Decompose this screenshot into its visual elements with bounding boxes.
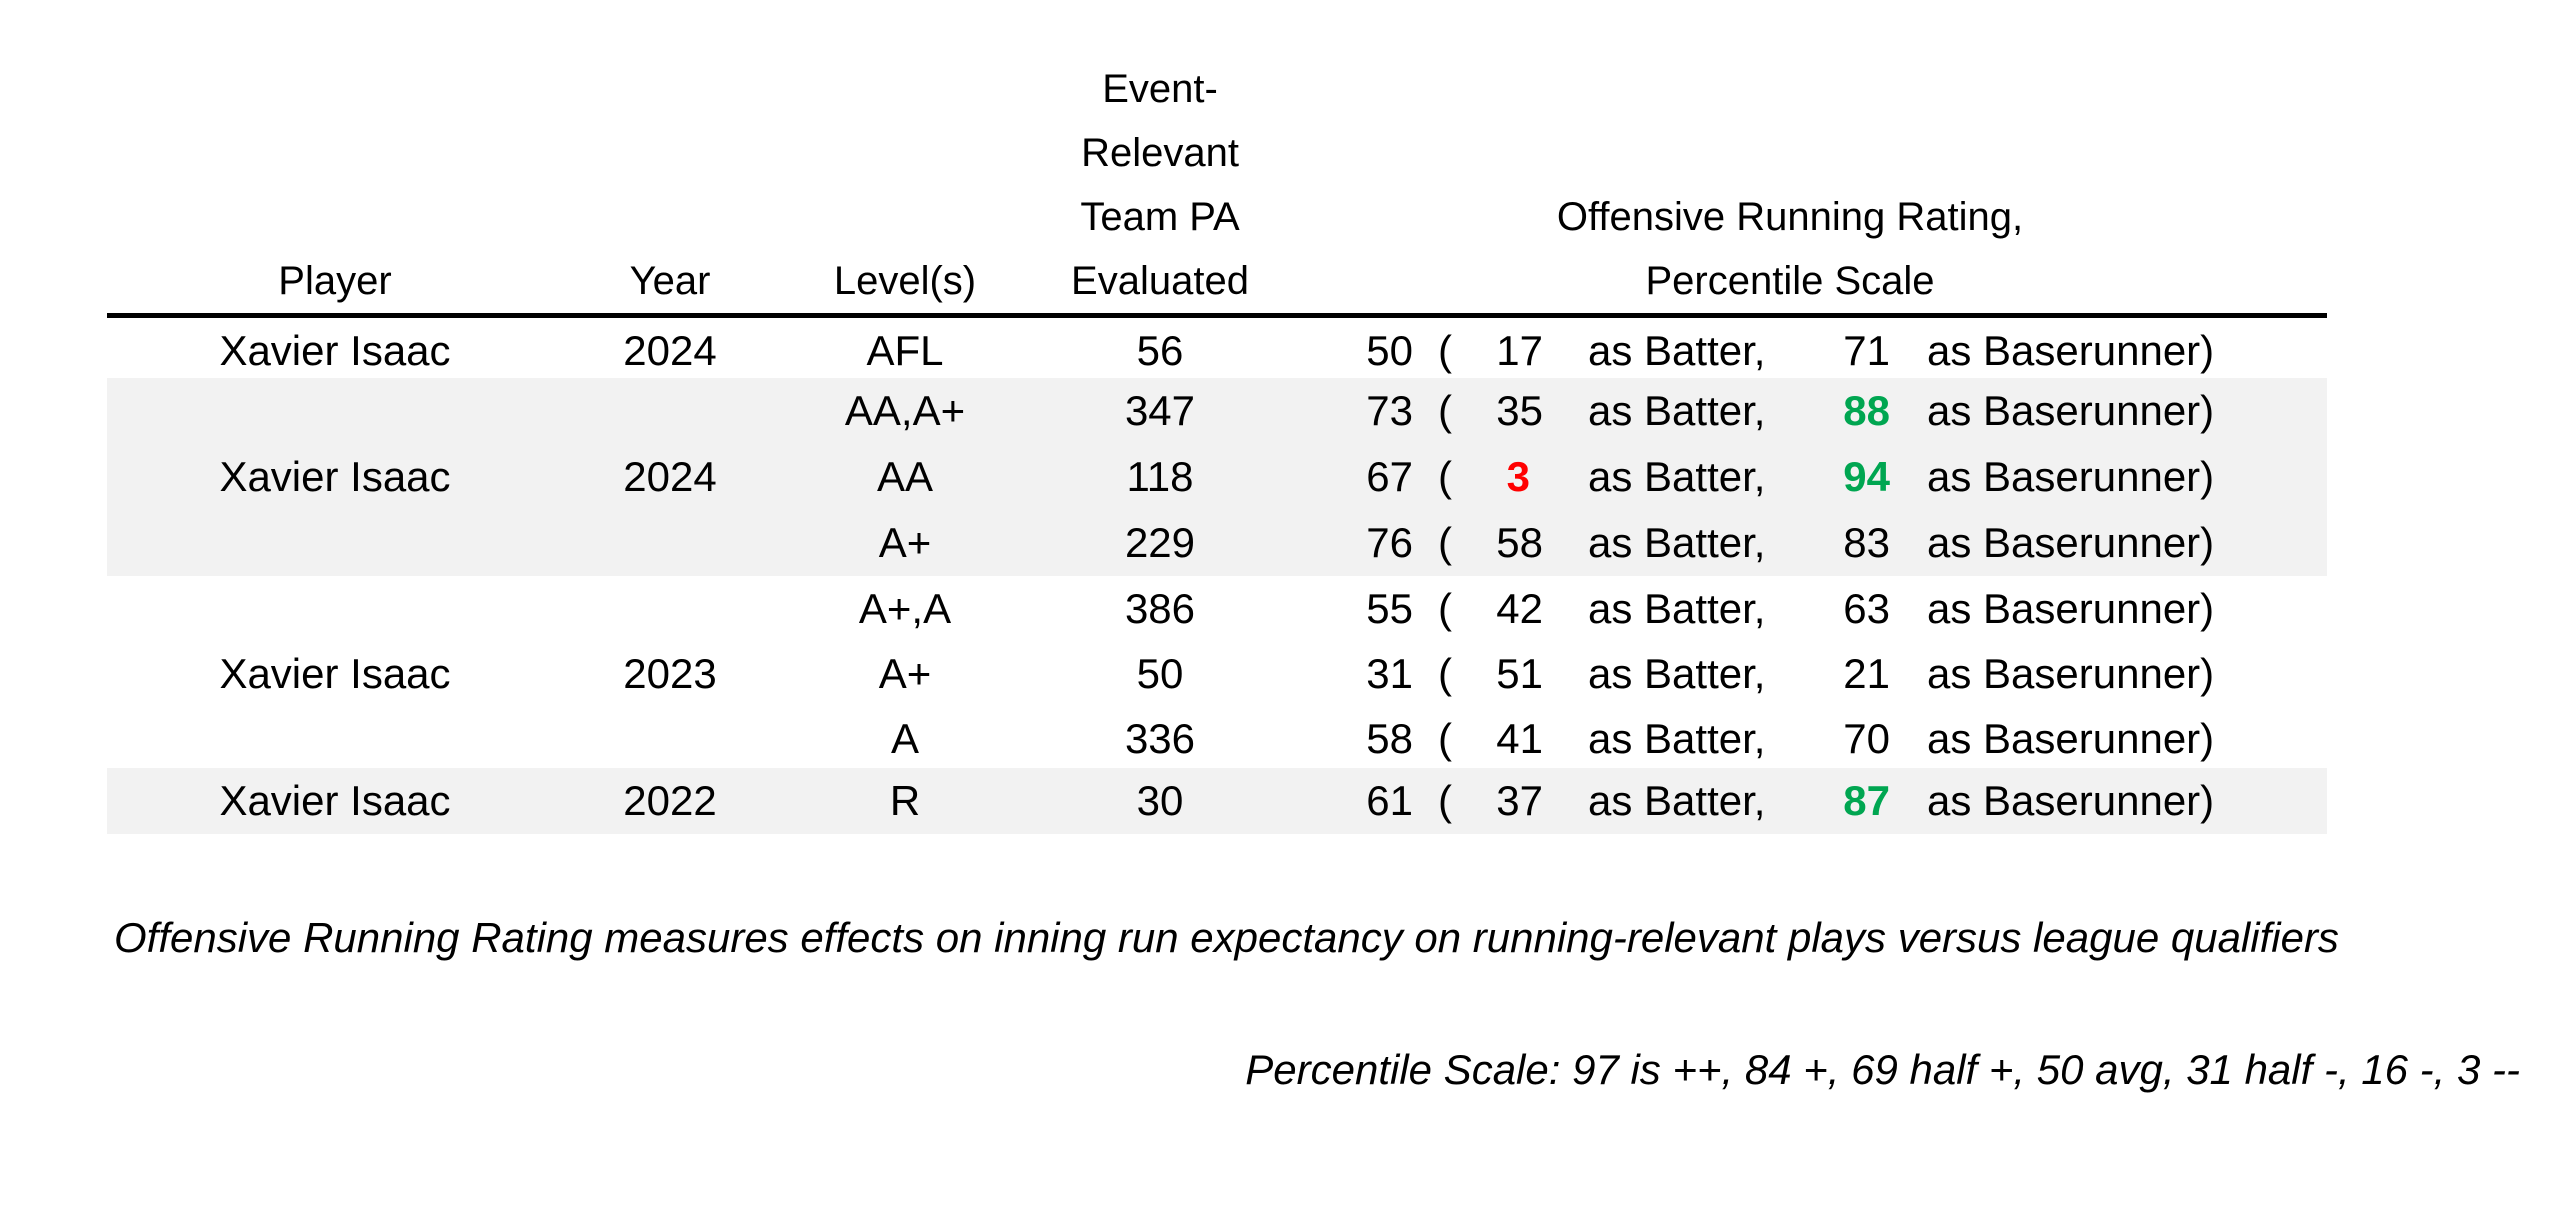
rating-cell: 31 (1366, 650, 1413, 697)
player-name: Xavier Isaac (219, 453, 451, 500)
open-paren: ( (1438, 715, 1452, 762)
header-player: Player (278, 259, 392, 303)
open-paren: ( (1438, 519, 1452, 566)
level-cell: AA (876, 453, 934, 500)
open-paren: ( (1438, 777, 1452, 824)
pa-cell: 386 (1124, 585, 1196, 632)
baserunner-percentile: 21 (1843, 650, 1890, 697)
header-orr-line1: Offensive Running Rating, (1556, 195, 2024, 239)
pa-cell: 229 (1124, 519, 1196, 566)
baserunner-label: as Baserunner) (1927, 519, 2215, 566)
header-pa-line4: Evaluated (1071, 259, 1249, 303)
batter-percentile: 41 (1496, 715, 1543, 762)
baserunner-percentile-high: 87 (1843, 777, 1890, 824)
player-year: 2024 (623, 453, 717, 500)
rating-cell: 61 (1366, 777, 1413, 824)
row-band-group-4 (107, 768, 2327, 834)
baserunner-percentile: 71 (1843, 327, 1890, 374)
open-paren: ( (1438, 387, 1452, 434)
batter-label: as Batter, (1588, 650, 1766, 697)
open-paren: ( (1438, 453, 1452, 500)
baserunner-label: as Baserunner) (1927, 453, 2215, 500)
player-name: Xavier Isaac (219, 327, 451, 374)
level-cell: A+ (878, 519, 932, 566)
baserunner-percentile: 63 (1843, 585, 1890, 632)
header-rule (107, 313, 2327, 318)
level-cell: AFL (866, 327, 944, 374)
level-cell: AA,A+ (844, 387, 966, 434)
open-paren: ( (1438, 650, 1452, 697)
batter-label: as Batter, (1588, 387, 1766, 434)
player-year: 2022 (623, 777, 717, 824)
level-cell: R (889, 777, 921, 824)
batter-percentile: 17 (1496, 327, 1543, 374)
batter-percentile: 51 (1496, 650, 1543, 697)
baserunner-label: as Baserunner) (1927, 387, 2215, 434)
header-pa-line3: Team PA (1080, 195, 1240, 239)
row-band-group-2 (107, 378, 2327, 576)
baserunner-label: as Baserunner) (1927, 585, 2215, 632)
batter-percentile: 42 (1496, 585, 1543, 632)
player-year: 2024 (623, 327, 717, 374)
baserunner-label: as Baserunner) (1927, 777, 2215, 824)
batter-label: as Batter, (1588, 519, 1766, 566)
batter-label: as Batter, (1588, 715, 1766, 762)
percentile-scale-note: Percentile Scale: 97 is ++, 84 +, 69 hal… (1245, 1046, 2520, 1093)
definition-note: Offensive Running Rating measures effect… (114, 914, 2339, 961)
player-name: Xavier Isaac (219, 777, 451, 824)
batter-label: as Batter, (1588, 777, 1766, 824)
batter-label: as Batter, (1588, 327, 1766, 374)
pa-cell: 30 (1136, 777, 1184, 824)
rating-cell: 58 (1366, 715, 1413, 762)
header-orr-line2: Percentile Scale (1645, 259, 1935, 303)
baserunner-percentile: 70 (1843, 715, 1890, 762)
baserunner-percentile-high: 94 (1843, 453, 1890, 500)
batter-percentile: 35 (1496, 387, 1543, 434)
header-pa-line2: Relevant (1081, 131, 1239, 175)
level-cell: A+,A (858, 585, 952, 632)
pa-cell: 50 (1136, 650, 1184, 697)
open-paren: ( (1438, 327, 1452, 374)
pa-cell: 56 (1136, 327, 1184, 374)
baserunner-percentile-high: 88 (1843, 387, 1890, 434)
player-year: 2023 (623, 650, 717, 697)
baserunner-label: as Baserunner) (1927, 327, 2215, 374)
pa-cell: 336 (1124, 715, 1196, 762)
pa-cell: 118 (1126, 453, 1194, 500)
rating-cell: 55 (1366, 585, 1413, 632)
batter-percentile-low: 3 (1506, 453, 1530, 500)
batter-label: as Batter, (1588, 453, 1766, 500)
baserunner-percentile: 83 (1843, 519, 1890, 566)
header-year: Year (629, 259, 711, 303)
batter-label: as Batter, (1588, 585, 1766, 632)
open-paren: ( (1438, 585, 1452, 632)
batter-percentile: 58 (1496, 519, 1543, 566)
level-cell: A (890, 715, 919, 762)
header-levels: Level(s) (833, 259, 977, 303)
baserunner-label: as Baserunner) (1927, 650, 2215, 697)
batter-percentile: 37 (1496, 777, 1543, 824)
rating-cell: 73 (1366, 387, 1413, 434)
header-pa-line1: Event- (1102, 67, 1218, 111)
rating-cell: 50 (1366, 327, 1413, 374)
level-cell: A+ (878, 650, 932, 697)
player-name: Xavier Isaac (219, 650, 451, 697)
baserunner-label: as Baserunner) (1927, 715, 2215, 762)
rating-cell: 67 (1366, 453, 1413, 500)
pa-cell: 347 (1124, 387, 1196, 434)
rating-cell: 76 (1366, 519, 1413, 566)
